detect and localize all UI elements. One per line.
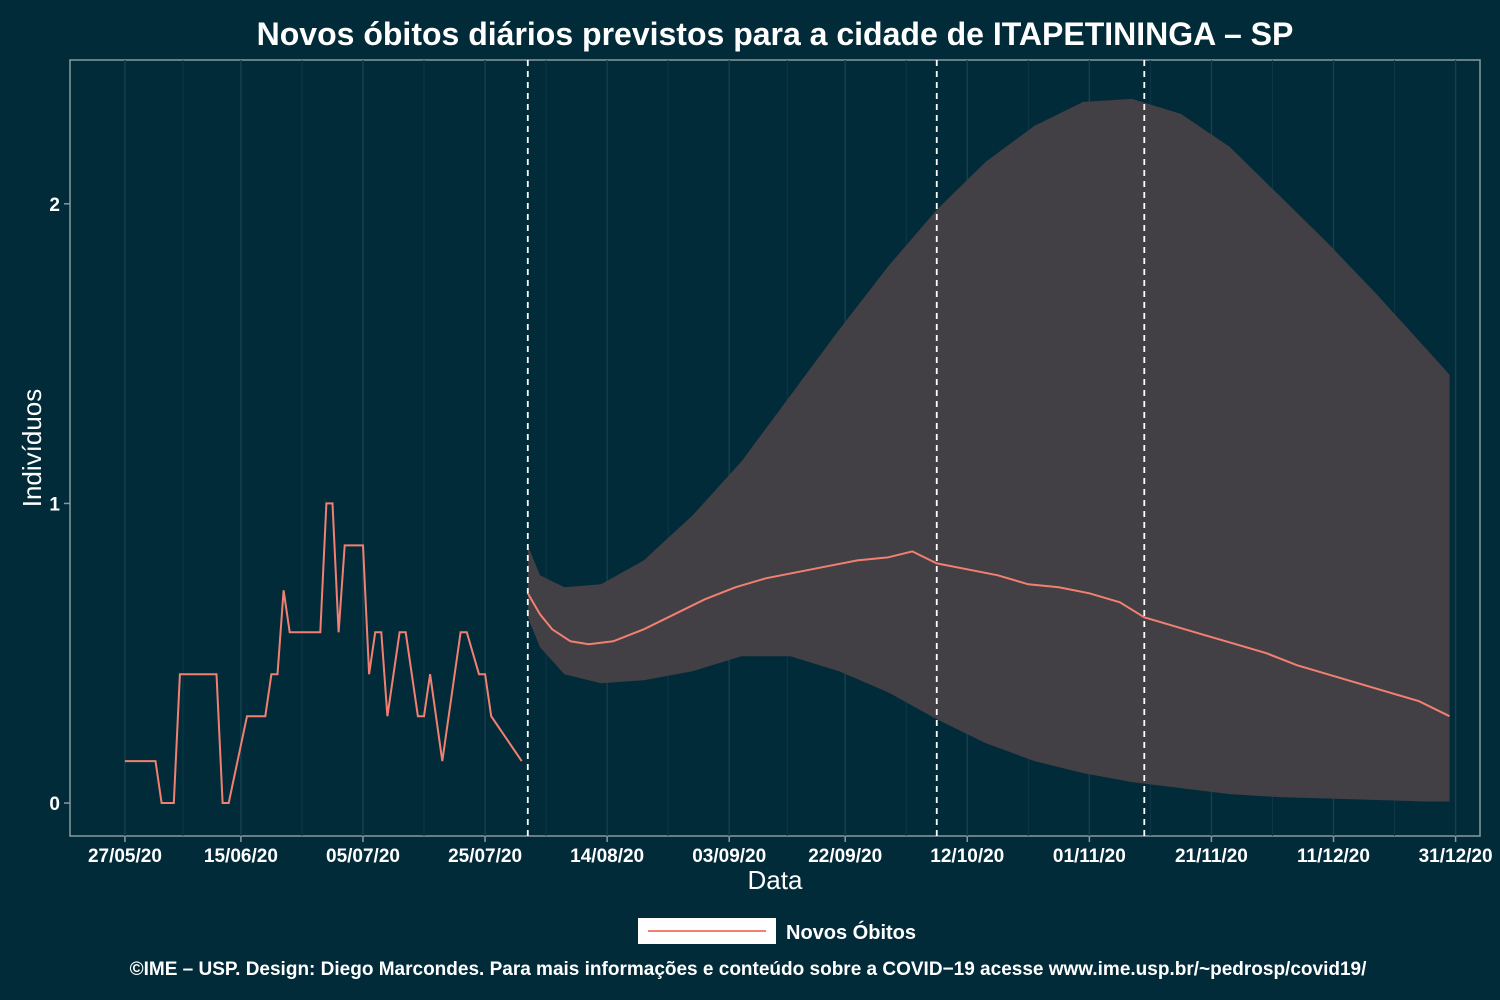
series-line-observed bbox=[124, 502, 523, 804]
x-tick-label: 22/09/20 bbox=[808, 846, 882, 867]
x-tick-label: 31/12/20 bbox=[1419, 846, 1493, 867]
x-axis-label: Data bbox=[748, 865, 803, 895]
legend-label: Novos Óbitos bbox=[786, 920, 916, 944]
x-axis-ticks: 27/05/20 15/06/20 05/07/20 25/07/20 14/08/20… bbox=[88, 836, 1493, 867]
y-axis-ticks: 0 1 2 bbox=[49, 195, 70, 815]
reference-lines bbox=[526, 60, 1146, 836]
x-tick-label: 14/08/20 bbox=[570, 846, 644, 867]
x-tick-label: 01/11/20 bbox=[1053, 846, 1126, 867]
confidence-band bbox=[527, 98, 1450, 802]
x-tick-label: 25/07/20 bbox=[448, 846, 522, 867]
y-axis-label: Indivíduos bbox=[17, 389, 47, 508]
x-tick-label: 15/06/20 bbox=[204, 846, 278, 867]
chart-title: Novos óbitos diários previstos para a ci… bbox=[257, 16, 1294, 52]
x-tick-label: 21/11/20 bbox=[1175, 846, 1248, 867]
x-tick-label: 05/07/20 bbox=[326, 846, 400, 867]
x-tick-label: 11/12/20 bbox=[1297, 846, 1370, 867]
plot-area bbox=[69, 59, 1481, 837]
y-tick-label: 2 bbox=[49, 195, 60, 216]
x-tick-label: 03/09/20 bbox=[692, 846, 766, 867]
y-tick-label: 1 bbox=[49, 494, 60, 515]
series-line-forecast bbox=[526, 550, 1450, 718]
legend: Novos Óbitos bbox=[638, 918, 916, 944]
x-tick-label: 27/05/20 bbox=[88, 846, 162, 867]
caption: ©IME – USP. Design: Diego Marcondes. Par… bbox=[130, 959, 1367, 980]
x-tick-label: 12/10/20 bbox=[930, 846, 1004, 867]
y-tick-label: 0 bbox=[49, 794, 60, 815]
